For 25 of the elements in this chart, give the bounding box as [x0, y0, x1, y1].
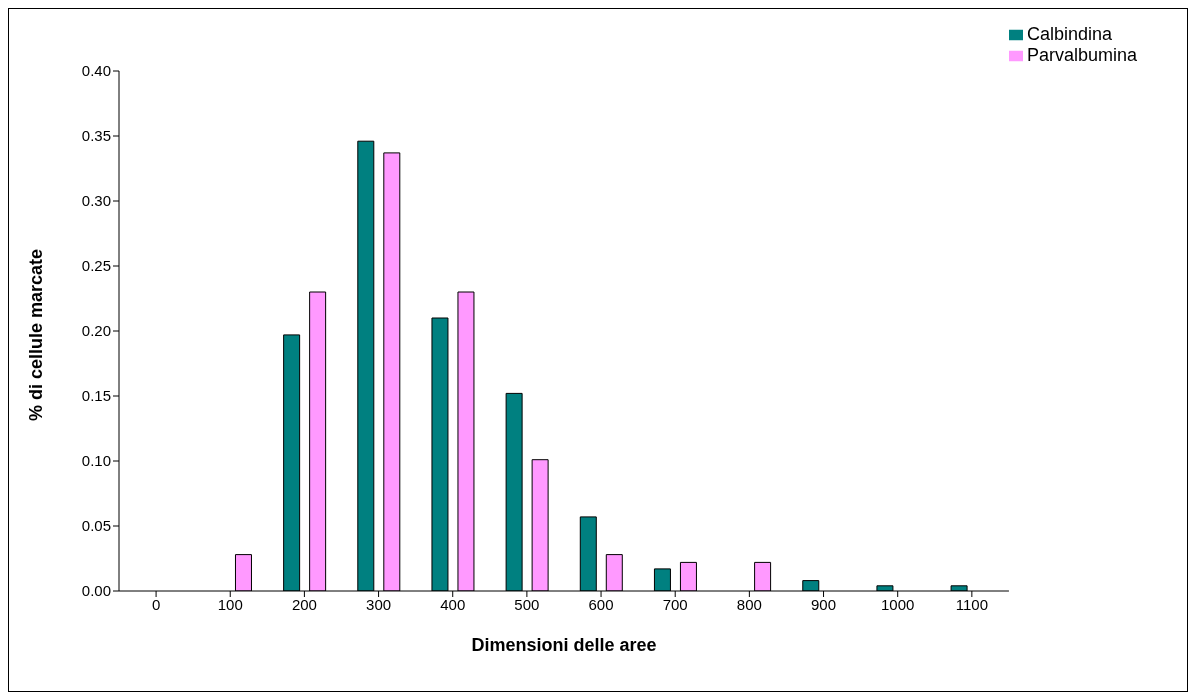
x-tick-label: 300 — [366, 595, 392, 613]
y-tick-label: 0.05 — [81, 517, 111, 535]
x-tick-label: 200 — [291, 595, 317, 613]
x-axis-title: Dimensioni delle aree — [471, 635, 657, 655]
legend-label: Parvalbumina — [1026, 45, 1137, 65]
legend-label: Calbindina — [1026, 24, 1112, 44]
y-tick-label: 0.40 — [81, 62, 111, 80]
x-tick-label: 500 — [514, 595, 540, 613]
x-tick-label: 1100 — [955, 595, 988, 613]
y-tick-label: 0.25 — [81, 257, 111, 275]
y-tick-label: 0.20 — [81, 322, 111, 340]
x-tick-label: 700 — [662, 595, 688, 613]
y-tick-label: 0.00 — [81, 582, 111, 600]
y-tick-label: 0.15 — [81, 387, 111, 405]
x-tick-label: 100 — [217, 595, 243, 613]
x-tick-label: 0 — [151, 595, 161, 613]
y-tick-label: 0.30 — [81, 192, 111, 210]
x-tick-label: 600 — [588, 595, 614, 613]
x-tick-label: 800 — [736, 595, 762, 613]
y-axis-title: % di cellule marcate — [26, 248, 47, 421]
y-tick-label: 0.10 — [81, 452, 111, 470]
x-tick-label: 1000 — [881, 595, 915, 613]
x-tick-label: 900 — [811, 595, 837, 613]
y-tick-label: 0.35 — [81, 127, 111, 145]
x-tick-label: 400 — [440, 595, 466, 613]
